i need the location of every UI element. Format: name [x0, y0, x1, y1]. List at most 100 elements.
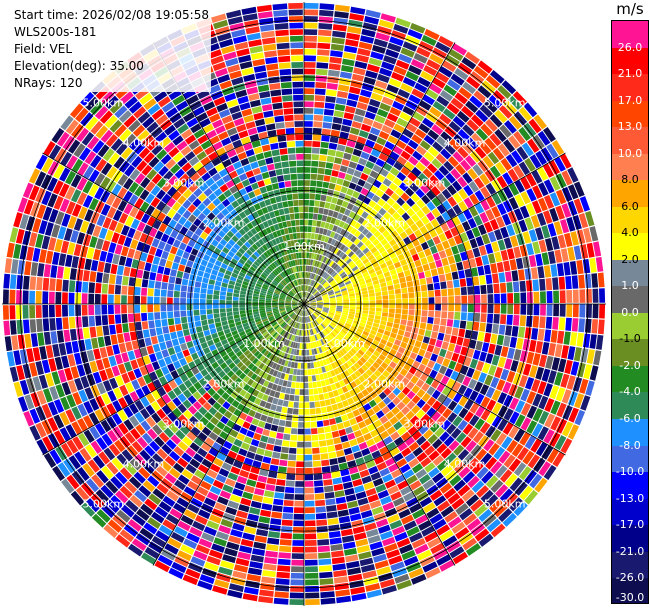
- velocity-gate: [295, 322, 298, 329]
- velocity-gate: [178, 264, 186, 272]
- velocity-gate: [148, 280, 155, 289]
- velocity-gate: [329, 310, 335, 314]
- velocity-gate: [366, 336, 374, 343]
- velocity-gate: [50, 265, 58, 278]
- velocity-gate: [543, 179, 555, 194]
- velocity-gate: [335, 416, 343, 424]
- velocity-gate: [410, 58, 425, 70]
- velocity-gate: [373, 319, 381, 324]
- velocity-gate: [323, 265, 329, 271]
- velocity-gate: [311, 434, 319, 441]
- velocity-gate: [378, 354, 386, 361]
- velocity-gate: [456, 373, 466, 384]
- velocity-gate: [75, 292, 81, 304]
- velocity-gate: [426, 201, 436, 211]
- velocity-gate: [309, 296, 314, 301]
- velocity-gate: [500, 249, 509, 261]
- velocity-gate: [423, 65, 438, 77]
- velocity-gate: [464, 399, 474, 411]
- velocity-gate: [430, 353, 438, 362]
- velocity-gate: [336, 178, 344, 186]
- velocity-gate: [360, 268, 368, 274]
- velocity-gate: [213, 290, 220, 296]
- velocity-gate: [424, 270, 432, 278]
- velocity-gate: [549, 207, 559, 222]
- velocity-gate: [304, 48, 317, 55]
- velocity-gate: [176, 351, 184, 360]
- velocity-gate: [123, 332, 131, 342]
- velocity-gate: [394, 531, 408, 542]
- velocity-gate: [437, 393, 447, 404]
- velocity-gate: [236, 510, 248, 519]
- velocity-gate: [42, 305, 49, 318]
- velocity-gate: [321, 280, 327, 286]
- velocity-gate: [393, 65, 407, 76]
- velocity-gate: [492, 402, 503, 415]
- velocity-gate: [356, 435, 365, 444]
- velocity-gate: [349, 263, 357, 270]
- velocity-gate: [474, 177, 485, 189]
- velocity-gate: [304, 219, 309, 226]
- velocity-gate: [307, 309, 312, 314]
- velocity-gate: [316, 340, 321, 347]
- velocity-gate: [370, 329, 377, 336]
- velocity-gate: [314, 327, 319, 334]
- velocity-gate: [411, 573, 427, 585]
- velocity-gate: [389, 416, 399, 426]
- velocity-gate: [472, 431, 484, 444]
- velocity-gate: [332, 263, 339, 270]
- velocity-gate: [310, 305, 317, 307]
- velocity-gate: [309, 307, 315, 312]
- velocity-gate: [332, 30, 346, 38]
- velocity-gate: [415, 219, 425, 229]
- velocity-gate: [238, 504, 250, 513]
- velocity-gate: [452, 151, 464, 163]
- velocity-gate: [294, 388, 300, 395]
- velocity-gate: [302, 317, 304, 323]
- velocity-gate: [373, 203, 382, 212]
- velocity-gate: [311, 314, 316, 320]
- velocity-gate: [342, 297, 349, 300]
- velocity-gate: [393, 283, 401, 290]
- velocity-gate: [331, 262, 337, 269]
- velocity-gate: [342, 58, 355, 67]
- velocity-gate: [390, 561, 405, 572]
- velocity-gate: [542, 163, 555, 178]
- velocity-gate: [301, 356, 304, 363]
- velocity-gate: [310, 259, 314, 266]
- velocity-gate: [348, 341, 355, 348]
- velocity-gate: [324, 202, 331, 209]
- velocity-gate: [101, 283, 108, 294]
- velocity-gate: [378, 207, 387, 216]
- velocity-gate: [359, 336, 366, 343]
- velocity-gate: [159, 341, 167, 351]
- velocity-gate: [56, 330, 65, 343]
- velocity-gate: [451, 327, 459, 336]
- velocity-gate: [437, 404, 447, 415]
- velocity-gate: [490, 333, 498, 344]
- velocity-gate: [377, 198, 386, 207]
- velocity-gate: [311, 226, 316, 233]
- velocity-gate: [493, 314, 500, 324]
- velocity-gate: [509, 411, 520, 425]
- velocity-gate: [213, 294, 220, 300]
- velocity-gate: [279, 459, 288, 467]
- velocity-gate: [451, 245, 459, 255]
- velocity-gate: [323, 297, 329, 300]
- velocity-gate: [272, 505, 283, 512]
- velocity-gate: [134, 286, 141, 296]
- velocity-gate: [399, 416, 409, 426]
- velocity-gate: [372, 404, 381, 414]
- velocity-gate: [121, 285, 128, 295]
- velocity-gate: [479, 212, 489, 224]
- velocity-gate: [447, 516, 462, 529]
- velocity-gate: [441, 465, 453, 477]
- velocity-gate: [334, 382, 341, 389]
- velocity-gate: [322, 228, 328, 236]
- velocity-gate: [448, 360, 457, 370]
- velocity-gate: [304, 481, 314, 487]
- velocity-gate: [396, 373, 405, 382]
- velocity-gate: [262, 570, 276, 578]
- velocity-gate: [508, 95, 523, 110]
- velocity-gate: [333, 569, 347, 578]
